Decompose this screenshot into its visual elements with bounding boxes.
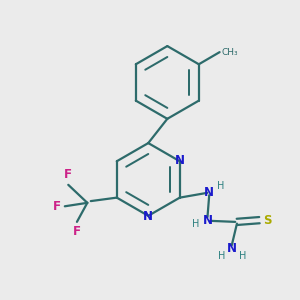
Text: N: N — [202, 214, 212, 226]
Text: N: N — [175, 154, 185, 167]
Text: N: N — [143, 210, 153, 224]
Text: H: H — [217, 181, 224, 191]
Text: CH₃: CH₃ — [221, 48, 238, 57]
Text: S: S — [264, 214, 272, 226]
Text: H: H — [239, 251, 247, 261]
Text: F: F — [64, 168, 72, 181]
Text: H: H — [192, 219, 199, 229]
Text: F: F — [73, 225, 81, 238]
Text: N: N — [204, 186, 214, 199]
Text: F: F — [53, 200, 61, 213]
Text: H: H — [218, 251, 226, 261]
Text: N: N — [227, 242, 237, 255]
